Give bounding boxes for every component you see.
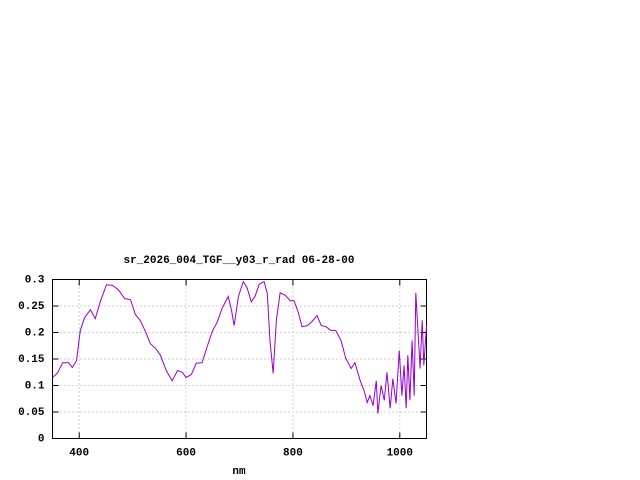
y-tick-label: 0 bbox=[38, 433, 45, 445]
x-tick-label: 1000 bbox=[387, 447, 413, 459]
x-tick-label: 800 bbox=[283, 447, 303, 459]
plot-frame bbox=[52, 279, 427, 439]
y-tick-label: 0.3 bbox=[25, 274, 45, 286]
chart-title: sr_2026_004_TGF__y03_r_rad 06-28-00 bbox=[123, 255, 354, 267]
x-axis-label: nm bbox=[232, 466, 246, 478]
y-tick-label: 0.2 bbox=[25, 327, 45, 339]
data-line bbox=[52, 280, 427, 414]
y-tick-label: 0.1 bbox=[25, 380, 45, 392]
x-tick-label: 400 bbox=[69, 447, 89, 459]
y-tick-label: 0.25 bbox=[18, 301, 45, 313]
y-tick-label: 0.15 bbox=[18, 354, 45, 366]
x-tick-label: 600 bbox=[176, 447, 196, 459]
y-tick-label: 0.05 bbox=[18, 407, 45, 419]
